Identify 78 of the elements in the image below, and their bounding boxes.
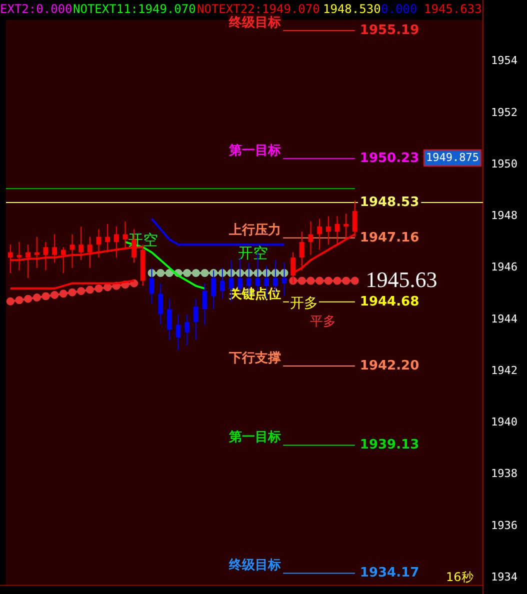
- candlestick: [326, 216, 331, 246]
- candlestick: [193, 298, 198, 341]
- text: 0.000: [381, 2, 418, 16]
- point: [333, 276, 342, 285]
- point: [24, 294, 32, 303]
- candlestick: [317, 218, 322, 250]
- annotation: 开空: [238, 244, 268, 262]
- candlestick: [184, 314, 190, 346]
- y-tick-label: 1946: [491, 260, 518, 274]
- annotation: 16秒: [446, 570, 474, 584]
- annotation: 平多: [310, 314, 336, 330]
- candlestick: [211, 270, 216, 310]
- y-tick-label: 1950: [491, 157, 518, 170]
- annotation: 1944.68: [360, 294, 420, 310]
- annotation: 1949.875: [426, 150, 479, 164]
- point: [50, 290, 59, 299]
- ref-line-label: 终级目标: [228, 558, 282, 574]
- text: NOTEXT22:1949.070: [197, 2, 320, 16]
- y-tick-label: 1952: [491, 106, 518, 119]
- point: [42, 292, 50, 300]
- candlestick: [158, 282, 164, 326]
- ref-line-label: 下行支撑: [228, 350, 282, 366]
- candlestick: [16, 242, 22, 271]
- point: [165, 269, 174, 278]
- y-tick-label: 1938: [491, 467, 518, 480]
- candlestick: [220, 267, 225, 300]
- annotation: 1939.13: [360, 438, 420, 453]
- y-tick-label: 1936: [491, 518, 518, 532]
- point: [6, 297, 14, 306]
- y-tick-label: 1944: [491, 312, 518, 326]
- text: EXT2:0.000: [0, 2, 72, 16]
- point: [77, 287, 86, 296]
- point: [59, 290, 68, 298]
- y-tick-label: 1954: [491, 54, 518, 68]
- point: [68, 288, 76, 296]
- candlestick: [149, 267, 154, 304]
- text: NOTEXT11:1949.070: [73, 2, 196, 16]
- annotation: 1948.53: [360, 194, 420, 210]
- y-tick-label: 1942: [491, 364, 518, 377]
- point: [183, 269, 192, 278]
- point: [350, 276, 359, 285]
- ref-line-label: 终级目标: [228, 15, 282, 30]
- annotation: 1942.20: [360, 358, 420, 374]
- y-tick-label: 1940: [491, 416, 518, 429]
- annotation: 开多: [290, 296, 318, 312]
- point: [306, 276, 315, 285]
- y-tick-label: 1934: [491, 570, 518, 584]
- point: [94, 284, 103, 292]
- point: [86, 286, 94, 294]
- y-tick-label: 1948: [491, 209, 518, 222]
- candlestick: [87, 236, 92, 268]
- text: 1945.633: [424, 2, 482, 16]
- point: [104, 283, 112, 292]
- candlestick: [34, 236, 40, 268]
- point: [192, 269, 200, 278]
- candlestick: [202, 282, 208, 326]
- point: [156, 269, 165, 278]
- ref-line-label: 第一目标: [228, 144, 282, 159]
- point: [324, 276, 332, 285]
- annotation: 1955.19: [360, 22, 420, 38]
- point: [200, 269, 209, 278]
- point: [15, 296, 24, 304]
- annotation: 1934.17: [360, 566, 420, 581]
- ref-line-label: 上行压力: [228, 222, 282, 238]
- annotation: 1947.16: [360, 230, 420, 246]
- point: [32, 294, 41, 302]
- point: [342, 276, 350, 285]
- point: [316, 276, 324, 285]
- text: 1948.530: [323, 2, 381, 16]
- annotation: 1950.23: [360, 151, 420, 166]
- candlestick: [166, 298, 172, 341]
- annotation: 1945.63: [366, 266, 438, 292]
- point: [298, 276, 306, 285]
- candlestick: [43, 242, 48, 271]
- candlestick: [282, 262, 287, 297]
- candlestick: [176, 314, 181, 351]
- ref-line-label: 第一目标: [228, 430, 282, 446]
- point: [130, 279, 138, 288]
